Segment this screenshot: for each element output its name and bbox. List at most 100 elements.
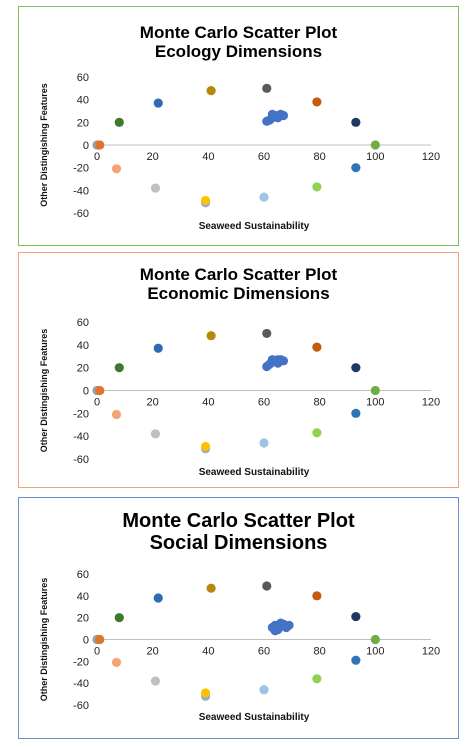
data-point <box>206 331 216 341</box>
x-tick-label: 120 <box>422 646 440 658</box>
x-tick-label: 80 <box>314 646 326 658</box>
y-tick-label: -60 <box>73 454 89 466</box>
x-tick-label: 120 <box>422 397 440 409</box>
data-point <box>111 164 122 174</box>
data-point <box>200 195 211 206</box>
x-tick-label: 20 <box>147 646 159 658</box>
data-point <box>153 343 163 353</box>
chart-title: Monte Carlo Scatter Plot Social Dimensio… <box>19 510 458 555</box>
x-tick-label: 60 <box>258 151 270 163</box>
x-tick-label: 0 <box>94 646 100 658</box>
data-point <box>111 409 122 420</box>
x-tick-label: 40 <box>202 397 214 409</box>
y-axis-title: Other Distingishing Features <box>39 83 49 207</box>
data-point <box>351 117 361 127</box>
data-point <box>312 182 322 192</box>
data-point <box>150 676 161 686</box>
y-tick-label: -20 <box>73 408 89 420</box>
data-point <box>200 441 211 452</box>
data-point <box>312 97 322 107</box>
x-tick-label: 20 <box>147 397 159 409</box>
y-tick-label: -40 <box>73 431 89 443</box>
y-axis-title: Other Distingishing Features <box>39 329 49 453</box>
chart-panel-social: Monte Carlo Scatter Plot Social Dimensio… <box>18 497 459 739</box>
y-tick-label: -20 <box>73 163 89 175</box>
data-point <box>351 611 361 622</box>
x-tick-label: 60 <box>258 397 270 409</box>
chart-title: Monte Carlo Scatter Plot Ecology Dimensi… <box>19 23 458 61</box>
x-tick-label: 40 <box>202 646 214 658</box>
data-point <box>114 363 124 373</box>
data-point <box>206 583 216 593</box>
data-point <box>312 428 322 438</box>
scatter-plot: 60 40 20 0 -20 -40 -60 0 20 40 60 80 100 120 Seaweed S… <box>39 569 440 723</box>
scatter-plot: 60 40 20 0 -20 -40 -60 0 20 40 60 80 100 120 Seaweed S… <box>39 72 440 232</box>
data-point <box>95 634 105 645</box>
y-tick-label: 20 <box>77 363 89 375</box>
y-tick-label: 40 <box>77 95 89 107</box>
data-point <box>312 674 322 684</box>
data-point <box>312 342 322 352</box>
data-point <box>114 117 124 127</box>
data-point <box>111 657 122 668</box>
data-point <box>95 385 105 396</box>
data-point <box>273 358 283 368</box>
x-axis-title: Seaweed Sustainability <box>199 467 310 478</box>
data-point <box>351 408 361 418</box>
scatter-plot: 60 40 20 0 -20 -40 -60 0 20 40 60 80 100 120 Seaweed S… <box>39 317 440 478</box>
data-point <box>276 618 286 628</box>
y-tick-label: 60 <box>77 569 89 581</box>
y-tick-label: 40 <box>77 591 89 603</box>
chart-title-line1: Monte Carlo Scatter Plot <box>139 265 338 284</box>
data-point <box>370 385 380 396</box>
y-tick-label: -20 <box>73 656 89 668</box>
data-point <box>153 593 163 603</box>
y-tick-label: 40 <box>77 340 89 352</box>
data-point <box>150 183 161 193</box>
data-point <box>351 363 361 373</box>
data-point <box>95 140 105 150</box>
y-tick-label: 60 <box>77 317 89 329</box>
y-tick-label: -60 <box>73 208 89 220</box>
x-tick-label: 0 <box>94 151 100 163</box>
data-point <box>270 626 280 636</box>
data-point <box>150 429 161 439</box>
data-point <box>200 688 211 698</box>
x-axis-title: Seaweed Sustainability <box>199 221 310 232</box>
data-point <box>206 86 216 96</box>
x-tick-label: 100 <box>366 397 384 409</box>
data-point <box>262 83 272 93</box>
chart-title-line1: Monte Carlo Scatter Plot <box>139 23 338 42</box>
x-tick-label: 80 <box>314 151 326 163</box>
data-point <box>259 438 269 448</box>
y-tick-label: 20 <box>77 613 89 625</box>
x-tick-label: 20 <box>147 151 159 163</box>
x-tick-label: 100 <box>366 151 384 163</box>
chart-title-line2: Ecology Dimensions <box>154 42 323 62</box>
chart-panel-economic: Monte Carlo Scatter Plot Economic Dimens… <box>18 252 459 488</box>
data-point <box>259 685 269 695</box>
data-point <box>351 655 361 665</box>
y-tick-label: -40 <box>73 185 89 197</box>
data-point <box>262 581 272 591</box>
data-point <box>273 113 283 123</box>
chart-title-line2: Social Dimensions <box>149 532 328 555</box>
data-point <box>351 163 361 173</box>
x-tick-label: 40 <box>202 151 214 163</box>
data-point <box>370 140 380 150</box>
x-tick-label: 100 <box>366 646 384 658</box>
x-tick-label: 120 <box>422 151 440 163</box>
x-tick-label: 80 <box>314 397 326 409</box>
chart-title: Monte Carlo Scatter Plot Economic Dimens… <box>19 265 458 303</box>
data-point <box>262 328 272 339</box>
y-tick-label: -60 <box>73 700 89 712</box>
y-tick-label: 20 <box>77 117 89 129</box>
y-tick-label: 0 <box>83 635 89 647</box>
y-tick-label: 0 <box>83 386 89 398</box>
data-point <box>114 613 124 623</box>
chart-title-line1: Monte Carlo Scatter Plot <box>122 510 355 532</box>
chart-title-line2: Economic Dimensions <box>147 284 330 304</box>
y-tick-label: -40 <box>73 678 89 690</box>
chart-panel-ecology: Monte Carlo Scatter Plot Ecology Dimensi… <box>18 6 459 246</box>
data-point <box>312 591 322 601</box>
